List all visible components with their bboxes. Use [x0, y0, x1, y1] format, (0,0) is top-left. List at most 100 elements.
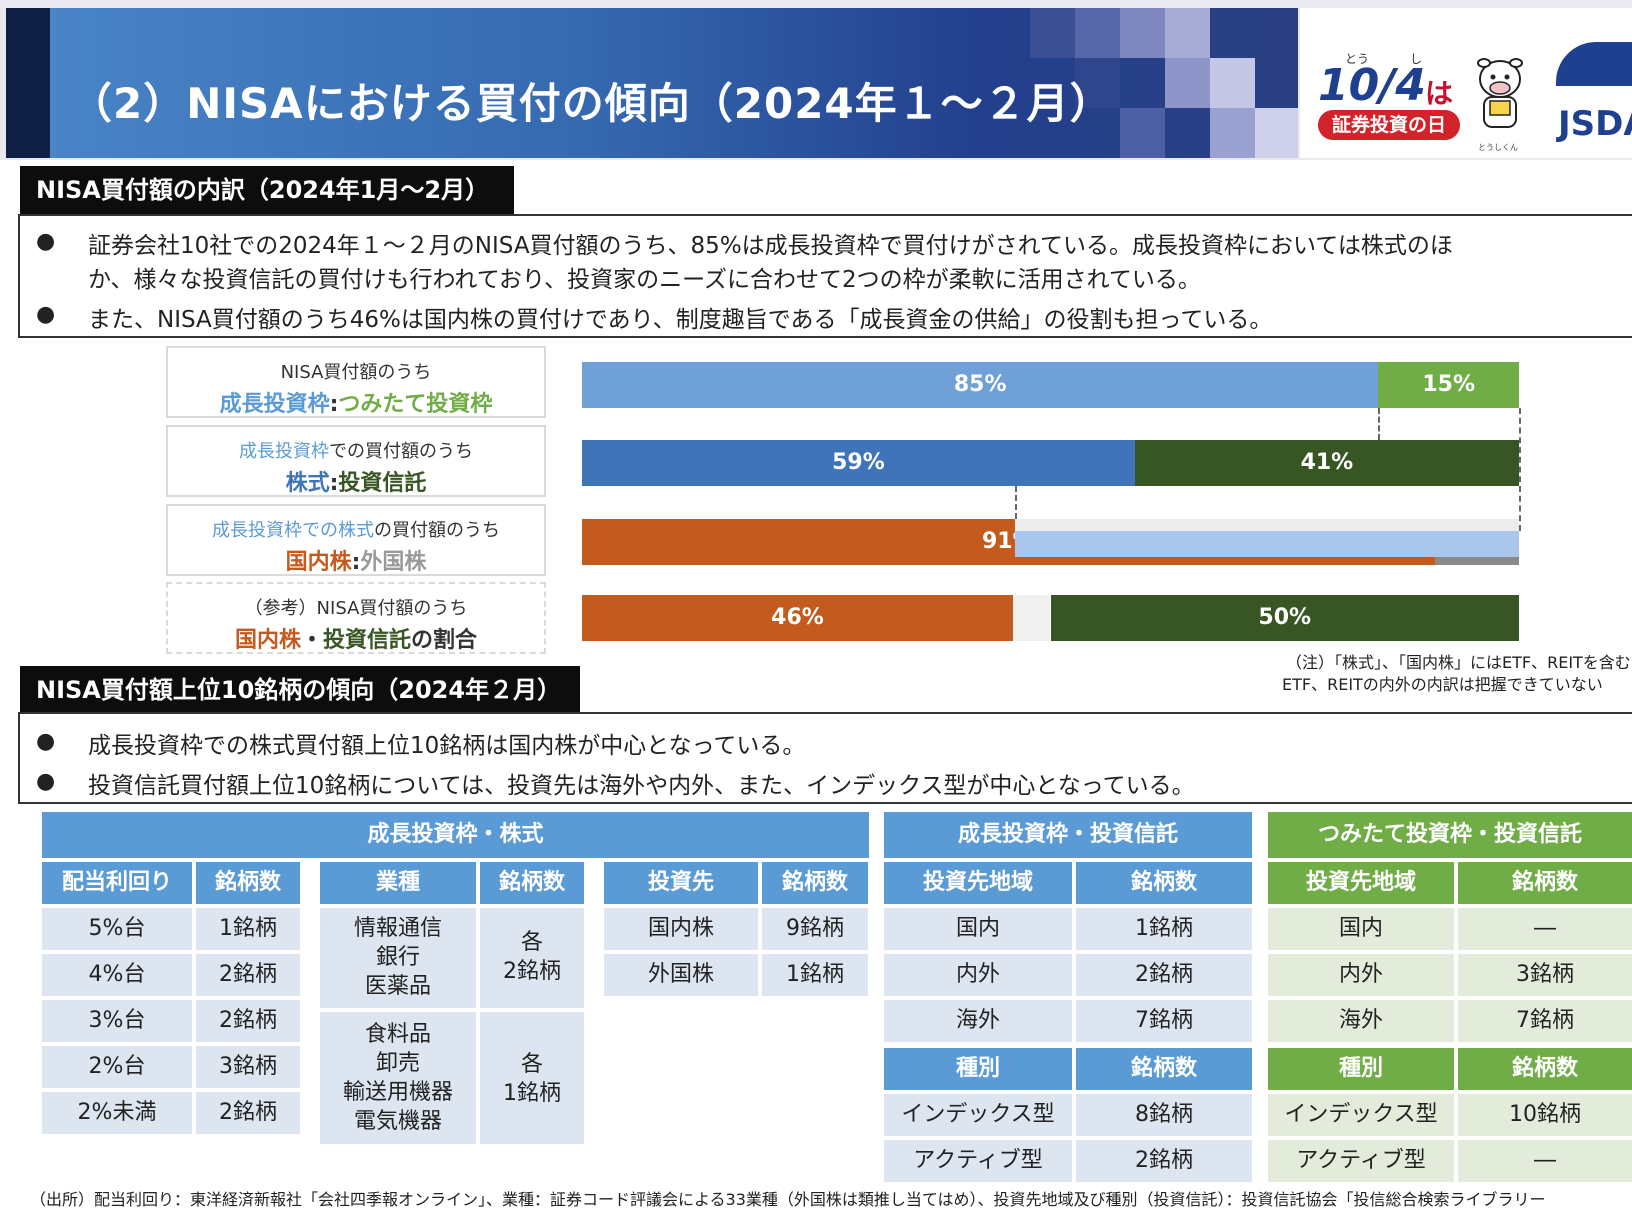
trust-kind-cell: アクティブ型 [884, 1140, 1072, 1182]
chart-note-line2: ETF、REITの内外の内訳は把握できていない [1282, 675, 1603, 694]
deco-square [1165, 8, 1210, 58]
connector-dash [1378, 408, 1381, 440]
tsumitate-kind-cell: インデックス型 [1268, 1094, 1454, 1136]
tsumitate-region-header: 投資先地域 [1268, 862, 1454, 904]
industry-group2-count: 各 1銘柄 [480, 1012, 584, 1144]
row-label-3: 成長投資枠での株式の買付額のうち 国内株:外国株 [166, 504, 546, 576]
deco-square [1030, 8, 1075, 58]
mascot-icon [1472, 55, 1528, 137]
trust-kind-count-cell: 2銘柄 [1076, 1140, 1252, 1182]
bullet-mark: ● [36, 769, 56, 794]
dividend-cell: 4%台 [42, 954, 192, 996]
tsumitate-kind-header: 種別 [1268, 1048, 1454, 1090]
industry-header: 業種 [320, 862, 476, 904]
deco-square [1210, 108, 1255, 158]
bar-segment: 46% [582, 595, 1014, 641]
section2-heading: NISA買付額上位10銘柄の傾向（2024年２月） [20, 666, 580, 714]
bar-segment: 41% [1134, 440, 1519, 486]
logo-ruby-to: とう [1345, 52, 1370, 66]
trust-kind-header: 種別 [884, 1048, 1072, 1090]
section1-bullet1-line2: か、様々な投資信託の買付けも行われており、投資家のニーズに合わせて2つの枠が柔軟… [88, 267, 1201, 293]
bullet-mark: ● [36, 302, 56, 327]
trust-count-cell: 2銘柄 [1076, 954, 1252, 996]
tsumitate-region-cell: 内外 [1268, 954, 1454, 996]
trust-region-cell: 海外 [884, 1000, 1072, 1042]
dividend-count-cell: 2銘柄 [196, 1000, 300, 1042]
tsumitate-count-cell: 3銘柄 [1458, 954, 1632, 996]
deco-square [1210, 58, 1255, 108]
logo-mascot-name: とうしくん [1478, 143, 1518, 152]
deco-square [1255, 108, 1298, 158]
tsumitate-region-cell: 海外 [1268, 1000, 1454, 1042]
row-label-1: NISA買付額のうち 成長投資枠:つみたて投資枠 [166, 346, 546, 418]
source-note: （出所）配当利回り：東洋経済新報社「会社四季報オンライン」、業種：証券コード評議… [30, 1190, 1546, 1209]
table-stock-title: 成長投資枠・株式 [42, 812, 869, 858]
dest-count-cell: 1銘柄 [762, 954, 868, 996]
dividend-cell: 2%未満 [42, 1092, 192, 1134]
logo-ruby-shi: し [1410, 52, 1423, 66]
trust-count-header: 銘柄数 [1076, 862, 1252, 904]
deco-square [1120, 8, 1165, 58]
row-label-2: 成長投資枠での買付額のうち 株式:投資信託 [166, 425, 546, 497]
dividend-count-cell: 2銘柄 [196, 954, 300, 996]
connector-dash [1519, 408, 1521, 531]
deco-square [1075, 8, 1120, 58]
dividend-count-header: 銘柄数 [196, 862, 300, 904]
logo-date: 10/4 [1318, 60, 1426, 111]
tsumitate-region-cell: 国内 [1268, 908, 1454, 950]
logo-ha: は [1425, 77, 1454, 110]
section2-bullet2: 投資信託買付額上位10銘柄については、投資先は海外や内外、また、インデックス型が… [88, 773, 1195, 799]
bar-segment: 15% [1378, 362, 1519, 408]
tsumitate-count-header: 銘柄数 [1458, 862, 1632, 904]
connector-dash [1015, 486, 1018, 519]
tsumitate-kind-count-cell: ― [1458, 1140, 1632, 1182]
tsumitate-kind-count-cell: 10銘柄 [1458, 1094, 1632, 1136]
bullet-mark: ● [36, 229, 56, 254]
bar-track [1013, 595, 1051, 641]
dest-count-header: 銘柄数 [762, 862, 868, 904]
page-title: （2）NISAにおける買付の傾向（2024年１～２月） [70, 79, 1113, 128]
table-trust-title: 成長投資枠・投資信託 [884, 812, 1252, 858]
bar-segment: 50% [1050, 595, 1519, 641]
trust-count-cell: 7銘柄 [1076, 1000, 1252, 1042]
section1-box [18, 214, 1632, 338]
trust-kind-cell: インデックス型 [884, 1094, 1072, 1136]
dest-cell: 外国株 [604, 954, 758, 996]
dividend-header: 配当利回り [42, 862, 192, 904]
tsumitate-kind-cell: アクティブ型 [1268, 1140, 1454, 1182]
industry-group1-count: 各 2銘柄 [480, 908, 584, 1008]
deco-square [1075, 58, 1120, 108]
section1-heading: NISA買付額の内訳（2024年1月～2月） [20, 166, 514, 214]
dividend-count-cell: 3銘柄 [196, 1046, 300, 1088]
dividend-count-cell: 1銘柄 [196, 908, 300, 950]
deco-square [1165, 58, 1210, 108]
bar-track [1015, 519, 1519, 531]
title-band-accent [6, 8, 50, 158]
chart-note-line1: （注）「株式」、「国内株」にはETF、REITを含む [1286, 653, 1631, 672]
dest-cell: 国内株 [604, 908, 758, 950]
tsumitate-count-cell: ― [1458, 908, 1632, 950]
dividend-cell: 3%台 [42, 1000, 192, 1042]
table-tsumitate-title: つみたて投資枠・投資信託 [1268, 812, 1632, 858]
dest-count-cell: 9銘柄 [762, 908, 868, 950]
dividend-cell: 2%台 [42, 1046, 192, 1088]
tsumitate-kind-count-header: 銘柄数 [1458, 1048, 1632, 1090]
row-label-4: （参考）NISA買付額のうち 国内株・投資信託の割合 [166, 582, 546, 654]
bar-highlight-strip [1015, 531, 1519, 557]
section2-box [18, 712, 1632, 804]
trust-kind-count-cell: 8銘柄 [1076, 1094, 1252, 1136]
trust-count-cell: 1銘柄 [1076, 908, 1252, 950]
dest-header: 投資先 [604, 862, 758, 904]
bullet-mark: ● [36, 729, 56, 754]
logo-org: JSDA [1558, 104, 1632, 144]
bar-segment: 59% [582, 440, 1135, 486]
trust-region-cell: 国内 [884, 908, 1072, 950]
industry-group2: 食料品 卸売 輸送用機器 電気機器 [320, 1012, 476, 1144]
bar-segment: 85% [582, 362, 1379, 408]
trust-region-header: 投資先地域 [884, 862, 1072, 904]
section2-bullet1: 成長投資枠での株式買付額上位10銘柄は国内株が中心となっている。 [88, 733, 806, 759]
industry-group1: 情報通信 銀行 医薬品 [320, 908, 476, 1008]
section1-bullet2: また、NISA買付額のうち46%は国内株の買付けであり、制度趣旨である「成長資金… [88, 307, 1273, 333]
tsumitate-count-cell: 7銘柄 [1458, 1000, 1632, 1042]
